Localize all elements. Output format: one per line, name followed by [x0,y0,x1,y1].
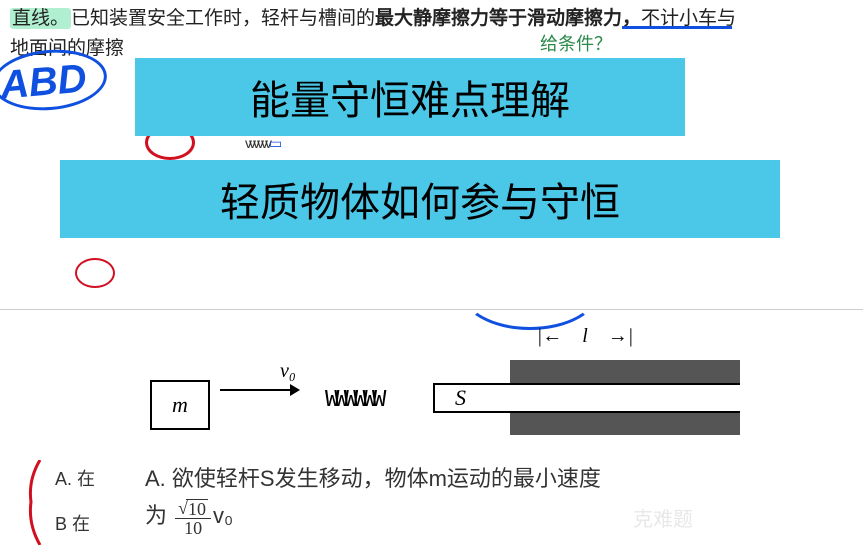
title-box-2: 轻质物体如何参与守恒 [60,160,780,238]
green-note: 给条件？ [540,30,612,56]
mass-box: m [150,380,210,430]
option-a-prefix: A. 在 [55,465,95,491]
title-box-1: 能量守恒难点理解 [135,58,685,136]
rod-s: S [433,383,633,413]
length-label: |← l →| [510,325,660,348]
red-bracket-icon [25,460,45,545]
length-l: l [582,325,588,347]
option-a-line2-post: v₀ [213,503,233,528]
frac-denominator: 10 [181,519,205,537]
lower-panel: |← l →| m v₀ WWWWWW S A. 在 B 在 A. 欲使轻杆S发… [0,310,863,540]
frac-numerator: 10 [186,499,208,518]
option-b-prefix: B 在 [55,510,90,536]
watermark: 克难题 [633,503,693,532]
option-a-line2-pre: 为 [145,503,167,528]
formula-fraction: √10 10 [173,499,213,537]
problem-bold: 最大静摩擦力等于滑动摩擦力， [375,8,641,29]
problem-mid: 已知装置安全工作时，轻杆与槽间的 [71,8,375,29]
highlight-straight-line: 直线。 [10,8,71,29]
abd-annotation: ABD [0,56,88,108]
velocity-arrow-icon [220,380,300,400]
option-a-text: A. 欲使轻杆S发生移动，物体m运动的最小速度 为 √10 10 v₀ [145,460,601,537]
physics-diagram: |← l →| m v₀ WWWWWW S [150,325,750,445]
option-a-line1: A. 欲使轻杆S发生移动，物体m运动的最小速度 [145,466,601,491]
spring-icon: WWWWWW [325,387,381,414]
slot-inner [630,383,740,413]
spring-hint-glyph: vvvvvv▭ [245,135,279,152]
problem-statement: 直线。已知装置安全工作时，轻杆与槽间的最大静摩擦力等于滑动摩擦力，不计小车与 地… [10,4,853,65]
red-oval-annotation [75,258,115,288]
upper-panel: 直线。已知装置安全工作时，轻杆与槽间的最大静摩擦力等于滑动摩擦力，不计小车与 地… [0,0,863,310]
blue-underline [622,26,732,29]
